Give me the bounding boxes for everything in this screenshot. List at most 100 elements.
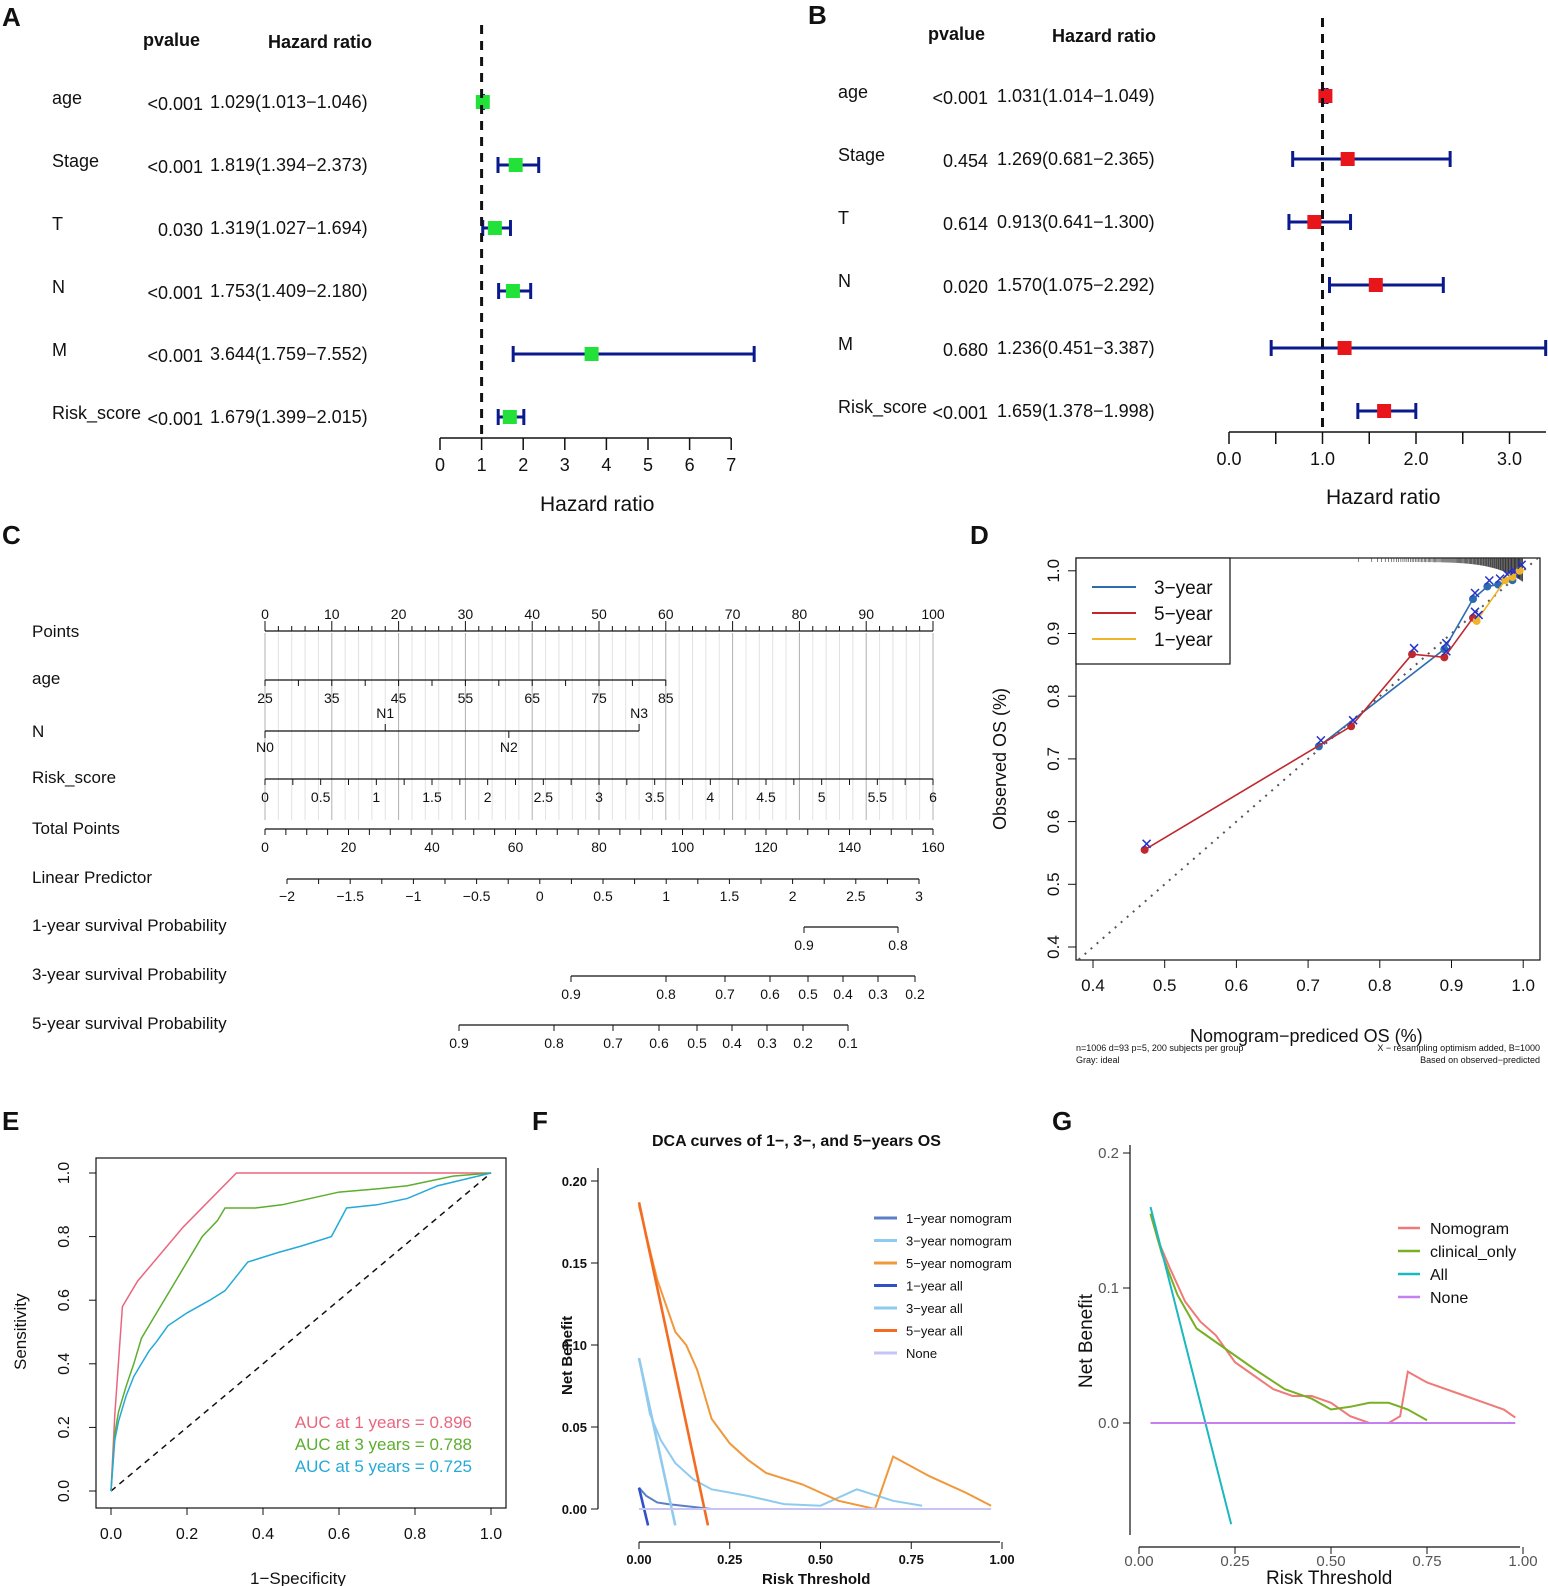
dca-plot-g: 0.00 0.25 0.50 0.75 1.00 0.0 0.1 0.2 Nomogram cli… xyxy=(1098,1145,1538,1570)
dca-f-y-tick-label: 0.10 xyxy=(562,1338,587,1353)
dca-g-curve xyxy=(1149,1206,1233,1525)
forest-row-hr: 1.029(1.013−1.046) xyxy=(210,92,368,112)
nomo-label-risk: Risk_score xyxy=(32,768,116,787)
forest-row-name: T xyxy=(838,208,849,228)
dca-g-x-tick-label: 0.75 xyxy=(1412,1553,1441,1570)
calib-corrected-mark xyxy=(1517,560,1527,570)
calib-y-tick-label: 0.4 xyxy=(1044,935,1063,959)
nomo-n-label: N0 xyxy=(256,739,274,755)
calib-point xyxy=(1469,595,1478,604)
roc-x-tick-label: 1.0 xyxy=(480,1526,502,1543)
dca-f-legend-label: None xyxy=(906,1346,937,1361)
roc-y-tick-label: 1.0 xyxy=(56,1162,73,1184)
nomo-lp-label: 0 xyxy=(536,888,544,904)
nomo-risk-label: 3 xyxy=(595,789,603,805)
forest-x-tick-label: 1 xyxy=(477,455,487,475)
calib-x-tick-label: 1.0 xyxy=(1511,976,1535,995)
nomo-s5-label: 0.8 xyxy=(544,1035,564,1051)
forest-row-pvalue: <0.001 xyxy=(147,409,203,429)
nomo-risk-label: 2 xyxy=(484,789,492,805)
nomo-label-s5: 5-year survival Probability xyxy=(32,1014,227,1033)
dca-f-curve xyxy=(637,1487,650,1526)
forest-row-hr: 1.819(1.394−2.373) xyxy=(210,155,368,175)
calib-ylabel: Observed OS (%) xyxy=(990,688,1010,830)
roc-plot: 0.0 0.2 0.4 0.6 0.8 1.0 0.0 0.2 0.4 0.6 0.8 1.0 AUC … xyxy=(56,1157,507,1543)
calib-legend-label: 1−year xyxy=(1154,630,1213,651)
nomo-total-label: 100 xyxy=(671,839,695,855)
nomo-label-age: age xyxy=(32,669,60,688)
calib-corrected-mark xyxy=(1474,610,1484,620)
forest-a-header-pvalue: pvalue xyxy=(143,30,200,50)
nomo-points-label: 30 xyxy=(458,606,474,622)
calib-footnote-1: n=1006 d=93 p=5, 200 subjects per group xyxy=(1076,1043,1243,1053)
nomo-lp-label: 2 xyxy=(789,888,797,904)
calib-point xyxy=(1140,845,1149,854)
forest-row-pvalue: <0.001 xyxy=(147,283,203,303)
forest-plot-b: age <0.001 1.031(1.014−1.049) Stage 0.454 1.2… xyxy=(838,18,1548,469)
calib-y-tick-label: 0.9 xyxy=(1044,622,1063,646)
forest-row-pvalue: 0.680 xyxy=(943,340,988,360)
panel-letter-e: E xyxy=(2,1106,19,1136)
dca-f-curve xyxy=(637,1357,677,1526)
dca-g-legend-label: clinical_only xyxy=(1430,1244,1516,1261)
nomo-total-label: 120 xyxy=(754,839,778,855)
calib-footnote-4: Based on observed−predicted xyxy=(1420,1055,1540,1065)
nomo-s3-label: 0.2 xyxy=(905,986,925,1002)
nomo-s3-label: 0.8 xyxy=(656,986,676,1002)
dca-f-legend-label: 5−year all xyxy=(906,1324,963,1339)
nomo-s5-label: 0.7 xyxy=(603,1035,623,1051)
calib-point xyxy=(1347,722,1356,731)
forest-plot-a: age <0.001 1.029(1.013−1.046) Stage <0.001 1.… xyxy=(52,25,756,475)
forest-row-hr: 3.644(1.759−7.552) xyxy=(210,344,368,364)
dca-f-legend-label: 3−year nomogram xyxy=(906,1234,1012,1249)
nomo-risk-label: 6 xyxy=(929,789,937,805)
forest-b-xlabel: Hazard ratio xyxy=(1326,486,1440,509)
forest-point xyxy=(502,410,517,424)
nomo-label-n: N xyxy=(32,722,44,741)
dca-g-xlabel: Risk Threshold xyxy=(1266,1568,1392,1586)
nomo-label-total: Total Points xyxy=(32,819,120,838)
calib-footnote-3: X − resampling optimism added, B=1000 xyxy=(1377,1043,1540,1053)
calib-x-tick-label: 0.5 xyxy=(1153,976,1177,995)
forest-x-tick-label: 2.0 xyxy=(1403,449,1428,469)
nomo-points-label: 10 xyxy=(324,606,340,622)
roc-curve xyxy=(110,1172,492,1492)
forest-row-hr: 1.570(1.075−2.292) xyxy=(997,275,1155,295)
calibration-plot: 0.4 0.5 0.6 0.7 0.8 0.9 1.0 0.4 0.5 0.6 0.7 0.8 0.9 1… xyxy=(1044,557,1541,995)
dca-g-curve xyxy=(1149,1213,1428,1422)
dca-f-curve xyxy=(637,1202,710,1526)
forest-point xyxy=(584,347,599,361)
calib-xlabel: Nomogram−prediced OS (%) xyxy=(1190,1026,1423,1046)
dca-g-x-tick-label: 0.00 xyxy=(1124,1553,1153,1570)
dca-f-x-tick-label: 0.50 xyxy=(808,1552,833,1567)
dca-f-legend-label: 3−year all xyxy=(906,1301,963,1316)
roc-x-tick-label: 0.6 xyxy=(328,1526,350,1543)
nomogram: Points age N Risk_score Total Points Lin… xyxy=(32,606,945,1051)
nomo-age-label: 55 xyxy=(458,690,474,706)
nomo-s1-label: 0.9 xyxy=(794,937,814,953)
nomo-risk-label: 1.5 xyxy=(422,789,442,805)
nomo-lp-label: 0.5 xyxy=(593,888,613,904)
nomo-label-points: Points xyxy=(32,622,79,641)
calib-x-tick-label: 0.7 xyxy=(1296,976,1320,995)
forest-b-header-hr: Hazard ratio xyxy=(1052,26,1156,46)
nomo-s3-label: 0.7 xyxy=(715,986,735,1002)
forest-row-hr: 0.913(0.641−1.300) xyxy=(997,212,1155,232)
dca-f-x-tick-label: 0.75 xyxy=(899,1552,924,1567)
forest-row-hr: 1.031(1.014−1.049) xyxy=(997,86,1155,106)
dca-g-legend-label: None xyxy=(1430,1290,1468,1307)
calib-point xyxy=(1408,650,1417,659)
nomo-total-label: 60 xyxy=(508,839,524,855)
nomo-s3-label: 0.9 xyxy=(561,986,581,1002)
calib-y-tick-label: 0.6 xyxy=(1044,810,1063,834)
forest-a-header-hr: Hazard ratio xyxy=(268,32,372,52)
nomo-age-label: 35 xyxy=(324,690,340,706)
calib-point xyxy=(1508,573,1517,582)
nomo-s5-label: 0.4 xyxy=(722,1035,742,1051)
nomo-points-label: 50 xyxy=(591,606,607,622)
nomo-lp-label: 2.5 xyxy=(846,888,866,904)
forest-row-name: T xyxy=(52,214,63,234)
nomo-s5-label: 0.5 xyxy=(687,1035,707,1051)
nomo-age-label: 75 xyxy=(591,690,607,706)
